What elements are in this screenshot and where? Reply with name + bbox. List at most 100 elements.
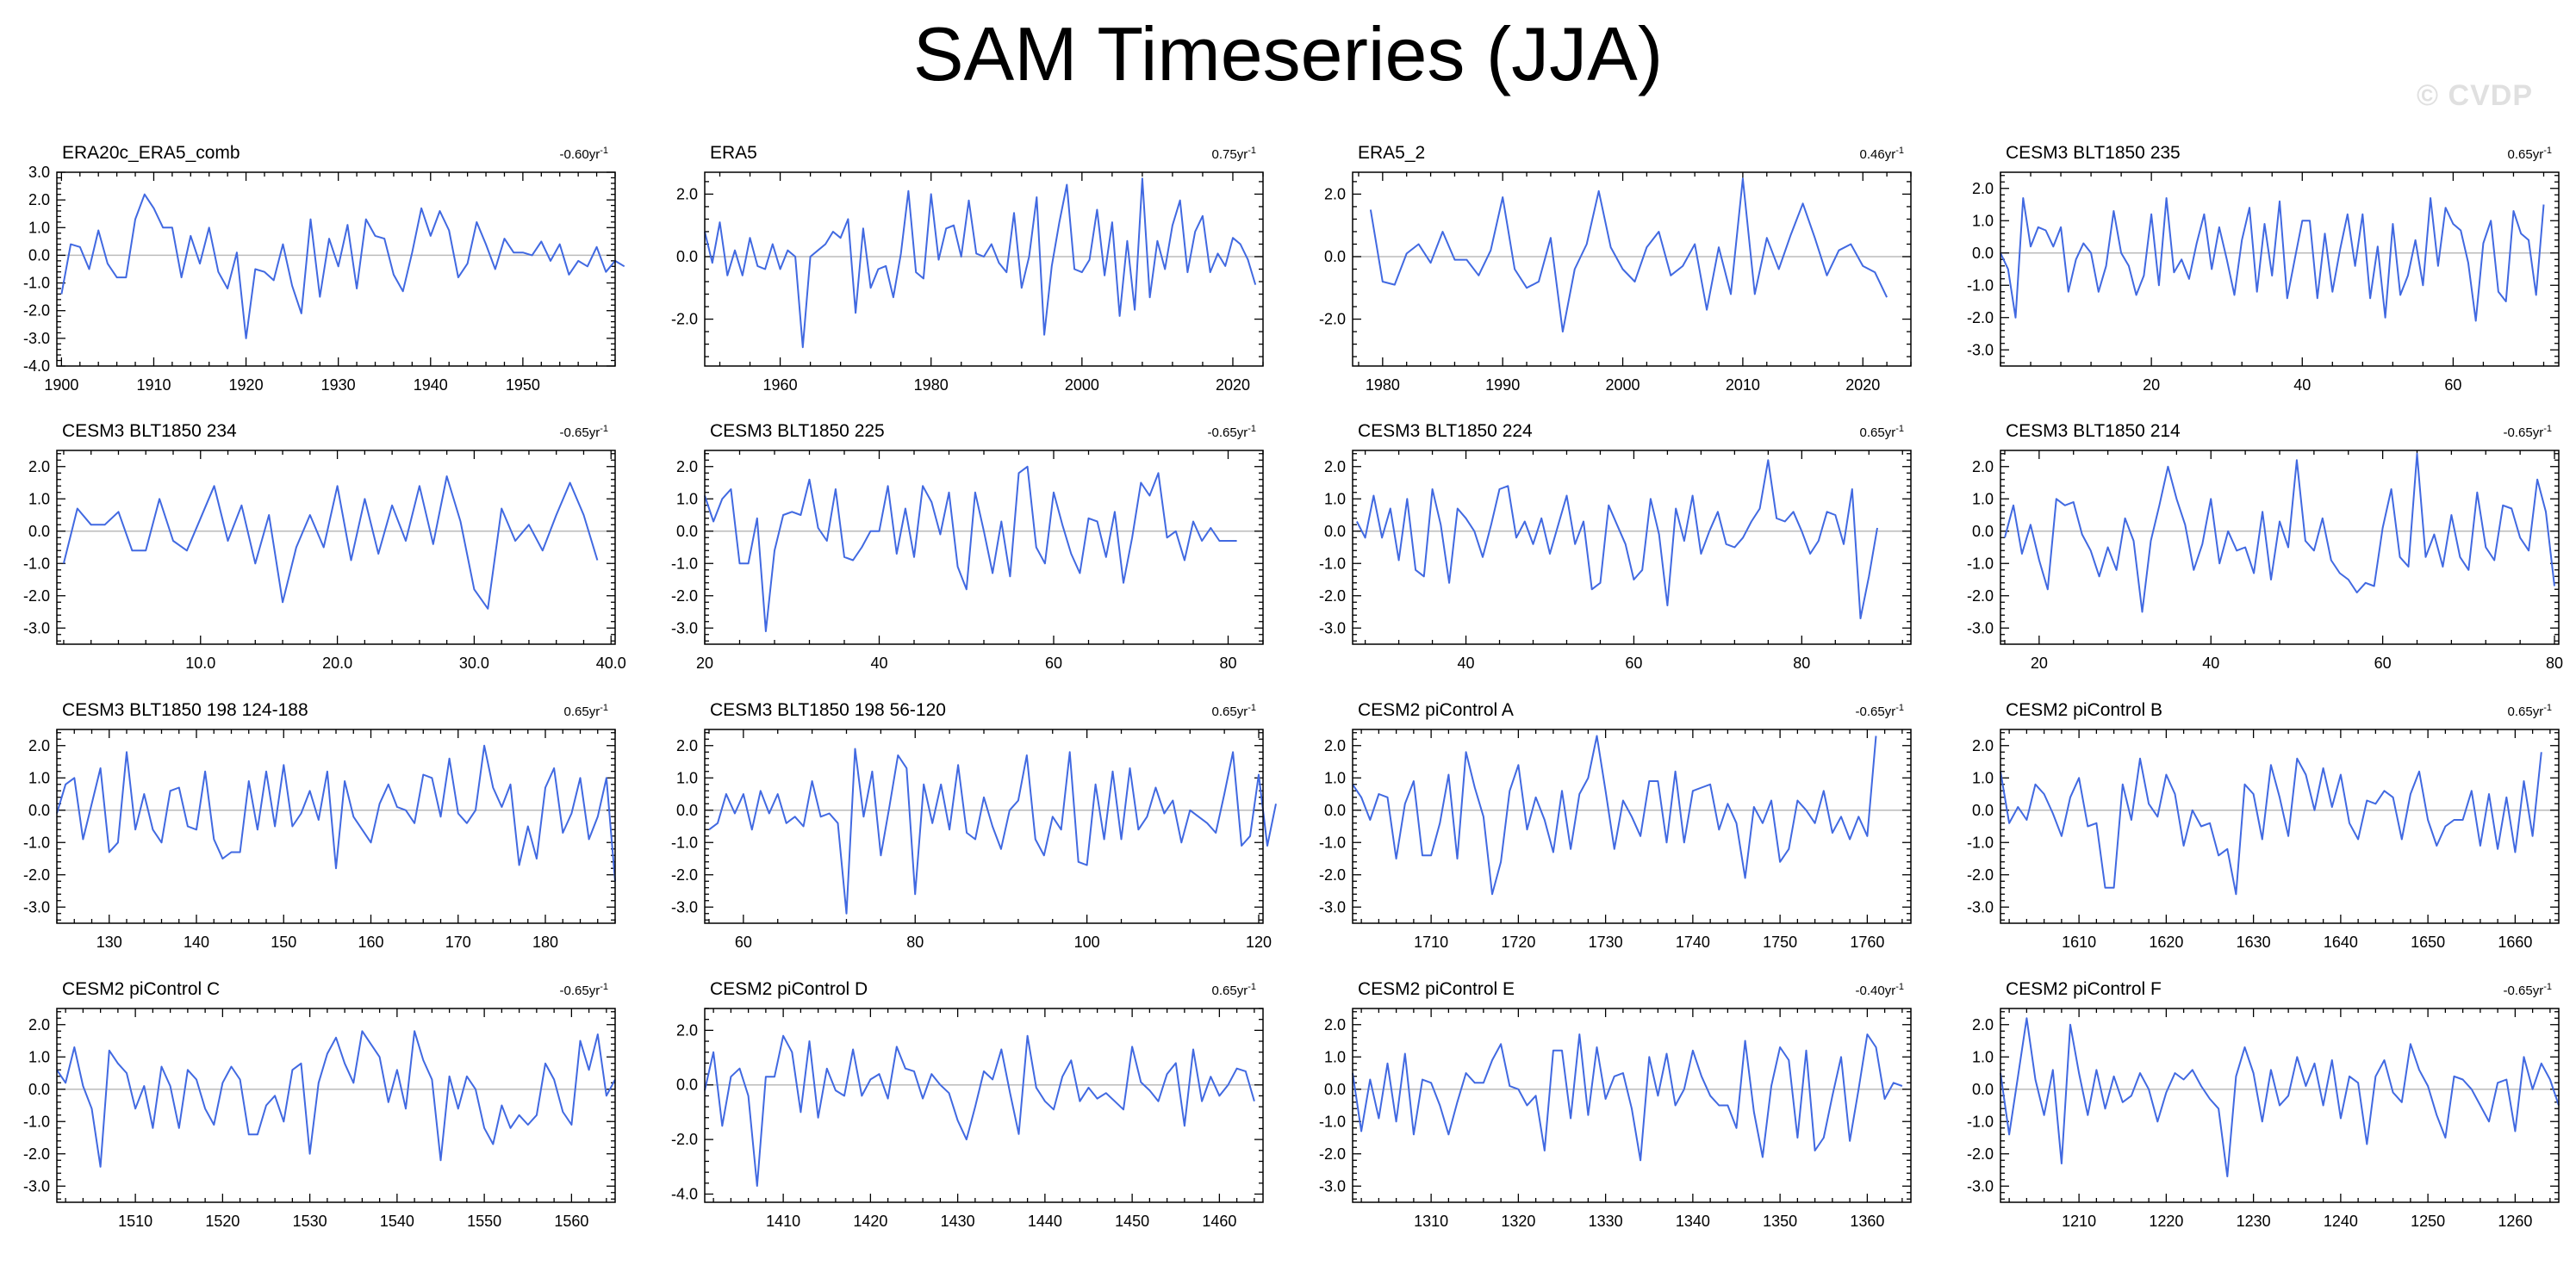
y-tick-label: 2.0: [1972, 1016, 1994, 1033]
y-tick-label: 1.0: [1972, 1048, 1994, 1065]
y-tick-label: 1.0: [28, 769, 50, 786]
panel-title: ERA5_2: [1358, 143, 1425, 163]
x-tick-label: 1560: [554, 1213, 588, 1230]
x-tick-label: 1450: [1115, 1213, 1149, 1230]
trend-label: 0.65yr-1: [564, 703, 608, 719]
x-tick-label: 2020: [1845, 376, 1880, 394]
y-tick-label: -2.0: [1967, 587, 1994, 605]
y-tick-label: 2.0: [28, 737, 50, 754]
chart-panel: CESM3 BLT1850 235 0.65yr-1 2.0 1.0 0.0 -1.0 -2…: [1967, 143, 2560, 394]
panel-title: CESM3 BLT1850 214: [2006, 421, 2181, 441]
panel-title: CESM2 piControl B: [2006, 700, 2162, 720]
series-line: [1369, 177, 1888, 333]
plot-frame: [56, 171, 616, 367]
x-tick-label: 170: [445, 934, 471, 951]
x-tick-label: 1910: [136, 376, 171, 394]
y-tick-label: -1.0: [671, 555, 698, 572]
x-tick-label: 60: [2374, 655, 2392, 672]
y-tick-label: -2.0: [1319, 866, 1346, 884]
x-tick-label: 40: [2293, 376, 2311, 394]
y-tick-label: 1.0: [676, 490, 698, 507]
series-line: [2000, 752, 2542, 896]
y-tick-label: 1.0: [1972, 212, 1994, 229]
x-tick-label: 1220: [2149, 1213, 2183, 1230]
y-tick-label: -2.0: [1319, 1145, 1346, 1163]
x-tick-label: 1260: [2498, 1213, 2532, 1230]
y-tick-label: -1.0: [1967, 276, 1994, 294]
y-tick-label: -4.0: [23, 357, 50, 375]
x-tick-label: 1330: [1589, 1213, 1623, 1230]
y-tick-label: -3.0: [671, 619, 698, 636]
y-tick-label: 0.0: [1324, 523, 1346, 540]
x-tick-label: 1210: [2062, 1213, 2096, 1230]
y-tick-label: -1.0: [23, 555, 50, 572]
x-tick-label: 1250: [2411, 1213, 2445, 1230]
y-tick-label: 2.0: [28, 1016, 50, 1033]
x-tick-label: 60: [1625, 655, 1642, 672]
y-tick-label: -1.0: [23, 275, 50, 292]
y-tick-label: 0.0: [676, 1077, 698, 1094]
series-line: [708, 748, 1277, 915]
x-tick-label: 1460: [1202, 1213, 1236, 1230]
x-tick-label: 1440: [1028, 1213, 1062, 1230]
chart-panel: CESM2 piControl A -0.65yr-1 2.0 1.0 0.0 -1.0 -…: [1319, 700, 1912, 951]
panel-title: CESM2 piControl C: [62, 979, 220, 999]
plot-frame: [56, 1008, 616, 1203]
chart-panel: CESM2 piControl C -0.65yr-1 2.0 1.0 0.0 -1.0 -…: [23, 979, 616, 1230]
y-tick-label: 2.0: [676, 185, 698, 202]
y-tick-label: -3.0: [23, 330, 50, 347]
trend-label: -0.40yr-1: [1856, 982, 1904, 998]
x-tick-label: 1540: [380, 1213, 414, 1230]
x-tick-label: 80: [906, 934, 924, 951]
panel-title: CESM2 piControl A: [1358, 700, 1514, 720]
x-tick-label: 1710: [1414, 934, 1448, 951]
x-tick-label: 1960: [763, 376, 798, 394]
trend-label: 0.75yr-1: [1212, 146, 1256, 162]
y-tick-label: -2.0: [1319, 311, 1346, 328]
y-tick-label: -1.0: [1967, 834, 1994, 851]
x-tick-label: 1240: [2324, 1213, 2358, 1230]
x-tick-label: 20: [2031, 655, 2048, 672]
x-tick-label: 1920: [229, 376, 264, 394]
x-tick-label: 150: [271, 934, 296, 951]
plot-frame: [2000, 171, 2560, 367]
panel-title: CESM3 BLT1850 198 56-120: [710, 700, 946, 720]
plot-frame: [1352, 171, 1912, 367]
y-tick-label: 1.0: [1324, 769, 1346, 786]
x-tick-label: 180: [532, 934, 558, 951]
y-tick-label: 2.0: [676, 458, 698, 475]
plot-frame: [2000, 729, 2560, 924]
y-tick-label: 0.0: [28, 246, 50, 264]
x-tick-label: 1750: [1763, 934, 1797, 951]
x-tick-label: 1230: [2237, 1213, 2271, 1230]
y-tick-label: 0.0: [1324, 1081, 1346, 1098]
x-tick-label: 80: [1219, 655, 1236, 672]
series-line: [56, 744, 616, 882]
y-tick-label: 0.0: [1324, 802, 1346, 819]
series-line: [62, 475, 599, 610]
panel-title: CESM2 piControl D: [710, 979, 868, 999]
y-tick-label: 0.0: [676, 248, 698, 265]
panel-title: ERA5: [710, 143, 757, 163]
y-tick-label: 0.0: [676, 523, 698, 540]
x-tick-label: 30.0: [459, 655, 489, 672]
y-tick-label: 2.0: [1324, 1016, 1346, 1033]
series-line: [1356, 459, 1878, 619]
x-tick-label: 20: [2143, 376, 2160, 394]
trend-label: -0.65yr-1: [2504, 424, 2552, 440]
x-tick-label: 1340: [1676, 1213, 1710, 1230]
x-tick-label: 1900: [44, 376, 78, 394]
chart-panel: CESM3 BLT1850 224 0.65yr-1 2.0 1.0 0.0 -1.0 -2…: [1319, 421, 1912, 672]
y-tick-label: 1.0: [1972, 769, 1994, 786]
y-tick-label: -1.0: [1967, 1113, 1994, 1130]
y-tick-label: -3.0: [23, 619, 50, 636]
y-tick-label: 2.0: [1972, 737, 1994, 754]
y-tick-label: -2.0: [671, 311, 698, 328]
trend-label: -0.60yr-1: [560, 146, 608, 162]
y-tick-label: 1.0: [676, 769, 698, 786]
series-line: [2000, 1017, 2560, 1177]
y-tick-label: 0.0: [28, 802, 50, 819]
y-tick-label: -1.0: [1319, 555, 1346, 572]
x-tick-label: 60: [1045, 655, 1062, 672]
y-tick-label: 2.0: [28, 191, 50, 208]
